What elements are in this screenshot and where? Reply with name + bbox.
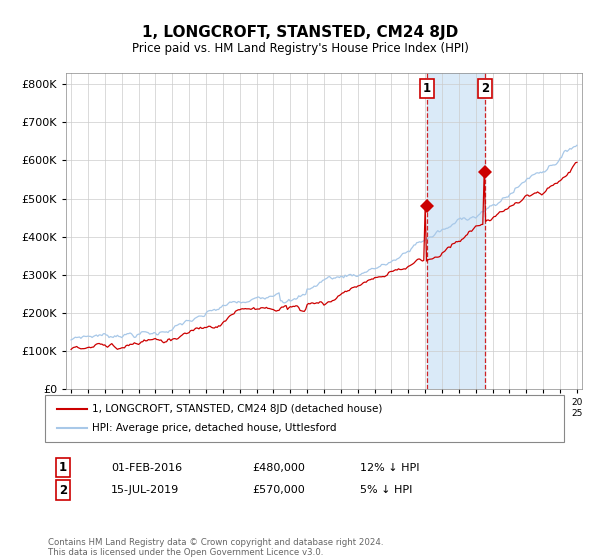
Text: HPI: Average price, detached house, Uttlesford: HPI: Average price, detached house, Uttl… <box>92 423 337 433</box>
Text: 15-JUL-2019: 15-JUL-2019 <box>111 485 179 495</box>
Text: 12% ↓ HPI: 12% ↓ HPI <box>360 463 419 473</box>
Text: 5% ↓ HPI: 5% ↓ HPI <box>360 485 412 495</box>
Text: 1: 1 <box>422 82 431 95</box>
Text: 01-FEB-2016: 01-FEB-2016 <box>111 463 182 473</box>
Text: Price paid vs. HM Land Registry's House Price Index (HPI): Price paid vs. HM Land Registry's House … <box>131 42 469 55</box>
Text: Contains HM Land Registry data © Crown copyright and database right 2024.
This d: Contains HM Land Registry data © Crown c… <box>48 538 383 557</box>
Text: 2: 2 <box>59 483 67 497</box>
Text: £570,000: £570,000 <box>252 485 305 495</box>
Text: 1, LONGCROFT, STANSTED, CM24 8JD: 1, LONGCROFT, STANSTED, CM24 8JD <box>142 25 458 40</box>
Text: 1: 1 <box>59 461 67 474</box>
Bar <box>427 73 485 389</box>
Text: 2: 2 <box>481 82 489 95</box>
Text: 1, LONGCROFT, STANSTED, CM24 8JD (detached house): 1, LONGCROFT, STANSTED, CM24 8JD (detach… <box>92 404 382 414</box>
Text: £480,000: £480,000 <box>252 463 305 473</box>
